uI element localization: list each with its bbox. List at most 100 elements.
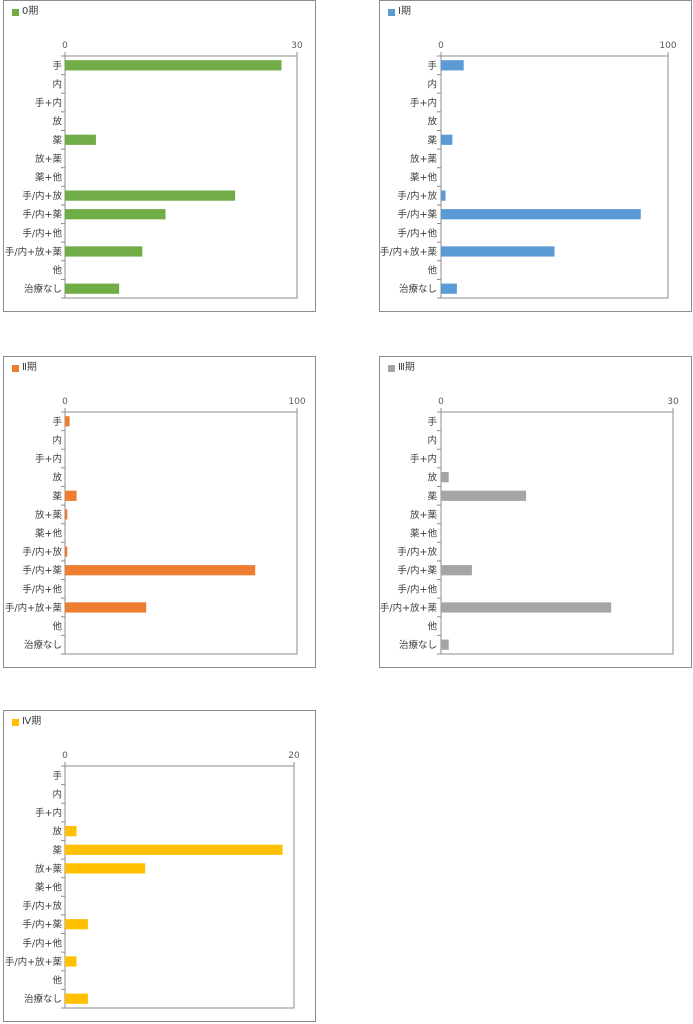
legend-swatch (12, 364, 19, 372)
category-label: 手/内+薬 (22, 919, 62, 931)
category-label: 薬 (427, 490, 437, 502)
bar-chart: 0 30 手内手+内放薬放+薬薬+他手/内+放手/内+薬手/内+他手/内+放+薬他治… (5, 41, 303, 299)
plot-area (64, 55, 298, 299)
legend: Ⅰ期 (388, 6, 411, 18)
bar (441, 60, 464, 71)
category-label: 放 (52, 826, 62, 838)
bar (65, 826, 77, 837)
bar (65, 416, 70, 427)
category-label: 他 (52, 975, 62, 987)
category-label: 薬+他 (35, 882, 62, 894)
category-label: 薬+他 (410, 172, 437, 184)
chart-panel-stage-0: 0期 0 30 手内手+内放薬放+薬 薬+他 手/内+放 手/内+薬 手/内+他 手/内+放+… (3, 0, 316, 312)
category-label: 治療なし (399, 639, 437, 651)
category-label: 薬+他 (35, 528, 62, 540)
category-label: 手/内+放 (22, 546, 62, 558)
plot-area (440, 55, 669, 299)
bar (441, 602, 612, 613)
bar (65, 190, 236, 201)
legend-label: Ⅱ期 (22, 362, 37, 373)
category-label: 内 (427, 78, 437, 90)
category-label: 薬+他 (35, 172, 62, 184)
category-label: 手/内+他 (22, 583, 62, 595)
category-label: 手 (52, 416, 62, 428)
bar (65, 546, 68, 557)
bar (441, 209, 641, 220)
category-label: 手/内+薬 (22, 209, 62, 221)
bar (65, 283, 120, 294)
legend-label: 0期 (22, 6, 39, 17)
x-tick-label: 30 (291, 41, 303, 51)
category-label: 手+内 (410, 97, 437, 109)
bar-chart: 0 100 手内手+内放薬放+薬薬+他手/内+放手/内+薬手/内+他手/内+放+薬他… (5, 397, 306, 655)
legend: Ⅲ期 (388, 362, 415, 374)
bar-chart: 0 30 手内手+内放薬放+薬薬+他手/内+放手/内+薬手/内+他手/内+放+薬他治… (380, 397, 679, 655)
bar (441, 190, 446, 201)
legend-swatch (12, 718, 19, 726)
category-label: 手 (52, 770, 62, 782)
bar (65, 956, 77, 967)
x-tick-label: 0 (62, 41, 68, 51)
x-tick-label: 0 (438, 397, 444, 407)
category-label: 手+内 (35, 453, 62, 465)
category-label: 他 (52, 265, 62, 277)
plot-area (64, 411, 298, 655)
category-label: 手/内+放 (397, 546, 437, 558)
category-label: 内 (427, 434, 437, 446)
bar (441, 472, 449, 483)
bar (65, 134, 96, 145)
legend-label: Ⅳ期 (22, 716, 42, 727)
bar (65, 509, 68, 520)
x-tick-label: 100 (659, 41, 676, 51)
chart-panel-stage-2: Ⅱ期 0 100 手内手+内放薬放+薬 薬+他 手/内+放 手/内+薬 手/内+他 手/内+放… (3, 356, 316, 668)
category-label: 手/内+他 (22, 227, 62, 239)
bar (441, 490, 527, 501)
category-label: 放 (52, 472, 62, 484)
category-label: 手 (427, 416, 437, 428)
category-label: 手/内+薬 (397, 209, 437, 221)
category-label: 内 (52, 788, 62, 800)
legend-swatch (388, 364, 395, 372)
category-label: 薬 (52, 134, 62, 146)
category-label: 薬+他 (410, 528, 437, 540)
category-label: 薬 (52, 844, 62, 856)
category-label: 治療なし (399, 283, 437, 295)
bar (65, 209, 166, 220)
category-label: 薬 (427, 134, 437, 146)
plot-area (440, 411, 674, 655)
category-label: 放+薬 (410, 509, 437, 521)
category-label: 内 (52, 78, 62, 90)
x-tick-label: 0 (438, 41, 444, 51)
bar (65, 246, 143, 257)
bar (441, 639, 449, 650)
legend: Ⅳ期 (12, 716, 41, 728)
x-tick-label: 0 (62, 751, 68, 761)
chart-panel-stage-4: Ⅳ期 0 20 手内手+内放薬放+薬 薬+他 手/内+放 手/内+薬 手/内+他 手/内+放+… (3, 710, 316, 1022)
bar (65, 565, 256, 576)
category-label: 治療なし (24, 993, 62, 1005)
category-label: 放+薬 (410, 153, 437, 165)
bar (65, 60, 282, 71)
category-label: 放 (427, 116, 437, 128)
bar (441, 283, 457, 294)
category-label: 放+薬 (35, 509, 62, 521)
category-label: 手/内+他 (397, 583, 437, 595)
legend: 0期 (12, 6, 38, 18)
legend-label: Ⅰ期 (398, 6, 411, 17)
category-label: 手 (427, 60, 437, 72)
category-label: 治療なし (24, 639, 62, 651)
category-label: 手/内+放+薬 (380, 602, 437, 614)
bar (65, 490, 77, 501)
category-label: 手/内+薬 (22, 565, 62, 577)
bar-chart: 0 20 手内手+内放薬放+薬薬+他手/内+放手/内+薬手/内+他手/内+放+薬他治… (5, 751, 300, 1009)
bar (65, 844, 283, 855)
category-label: 手/内+放+薬 (5, 246, 63, 258)
category-label: 放+薬 (35, 153, 62, 165)
bar (441, 565, 472, 576)
category-label: 手/内+放 (397, 190, 437, 202)
category-label: 治療なし (24, 283, 62, 295)
category-label: 手+内 (35, 97, 62, 109)
plot-area (64, 765, 295, 1009)
category-label: 手/内+他 (22, 937, 62, 949)
legend-swatch (388, 8, 395, 16)
